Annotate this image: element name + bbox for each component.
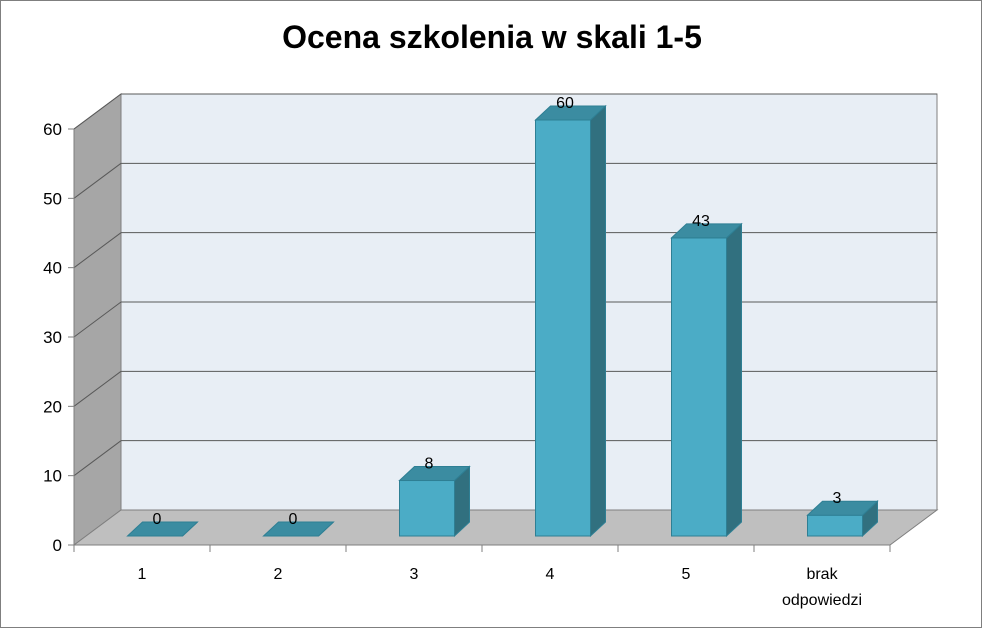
data-label: 8	[425, 456, 434, 473]
data-label: 43	[692, 213, 710, 230]
bar-front	[671, 237, 727, 537]
bar-top	[670, 223, 743, 239]
y-tick-label: 20	[43, 397, 62, 416]
x-tick-label: 5	[682, 566, 691, 583]
data-label: 3	[833, 490, 842, 507]
y-tick-label: 50	[43, 189, 62, 208]
gridline-side	[73, 93, 122, 130]
gridline-side	[73, 440, 122, 477]
gridline-side	[73, 232, 122, 269]
x-tick-label: 1	[138, 566, 147, 583]
data-label: 0	[153, 511, 162, 528]
bar-front	[535, 119, 591, 537]
bar-top	[806, 500, 879, 516]
data-label: 0	[289, 511, 298, 528]
x-tick-label: 2	[274, 566, 283, 583]
gridline-side	[73, 301, 122, 338]
chart-title: Ocena szkolenia w skali 1-5	[282, 19, 702, 55]
y-tick-label: 10	[43, 467, 62, 486]
gridline-side	[73, 162, 122, 199]
gridline-side	[73, 370, 122, 407]
bar-top	[398, 466, 471, 482]
y-tick-label: 30	[43, 328, 62, 347]
x-tick-label: brak odpowiedzi	[782, 566, 862, 609]
bar-top	[534, 105, 607, 121]
bar-front	[807, 514, 863, 537]
bar-side	[726, 222, 742, 538]
bar-top	[262, 521, 335, 537]
y-tick-label: 0	[53, 536, 62, 555]
bar-side	[590, 104, 606, 538]
bar-top	[126, 521, 199, 537]
x-tick-label: 4	[546, 566, 555, 583]
bar-front	[399, 480, 455, 537]
data-label: 60	[556, 95, 574, 112]
y-tick-label: 40	[43, 259, 62, 278]
x-tick-label: 3	[410, 566, 419, 583]
y-tick-label: 60	[43, 120, 62, 139]
